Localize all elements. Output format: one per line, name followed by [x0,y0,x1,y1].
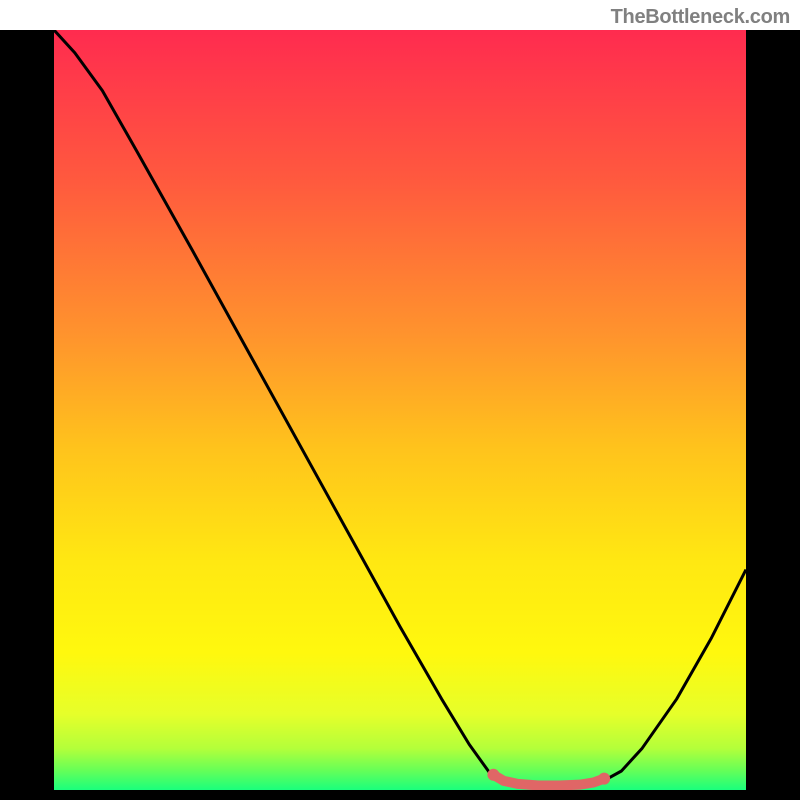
bottleneck-chart-svg [0,30,800,800]
chart-frame [0,30,800,800]
highlight-endcap-right [598,773,610,785]
attribution-text: TheBottleneck.com [611,6,790,29]
highlight-endcap-left [487,769,499,781]
chart-wrapper: TheBottleneck.com [0,0,800,800]
chart-background-gradient [54,30,746,790]
